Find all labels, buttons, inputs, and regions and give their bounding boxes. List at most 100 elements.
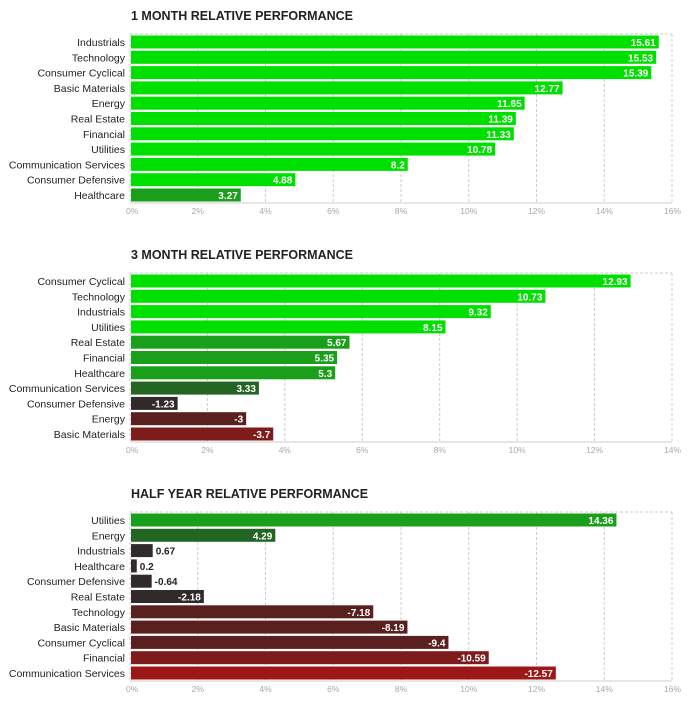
bar[interactable] bbox=[131, 50, 657, 64]
bar[interactable] bbox=[131, 173, 296, 187]
category-label: Basic Materials bbox=[54, 429, 125, 441]
bar[interactable] bbox=[131, 351, 338, 364]
x-tick-label: 2% bbox=[192, 206, 205, 216]
value-label: 12.77 bbox=[535, 84, 560, 95]
value-label: 0.67 bbox=[156, 547, 176, 558]
category-label: Consumer Defensive bbox=[27, 175, 125, 187]
value-label: 8.2 bbox=[391, 160, 405, 171]
bar[interactable] bbox=[131, 559, 137, 573]
category-label: Consumer Cyclical bbox=[37, 637, 125, 649]
value-label: 8.15 bbox=[423, 323, 443, 334]
value-label: -12.57 bbox=[524, 669, 553, 680]
x-tick-label: 2% bbox=[201, 445, 214, 455]
category-label: Financial bbox=[83, 653, 125, 665]
chart-title: HALF YEAR RELATIVE PERFORMANCE bbox=[131, 487, 368, 501]
value-label: 11.33 bbox=[486, 130, 511, 141]
bar[interactable] bbox=[131, 142, 496, 156]
bar[interactable] bbox=[131, 412, 247, 426]
value-label: -3.7 bbox=[253, 430, 271, 441]
x-tick-label: 8% bbox=[395, 206, 408, 216]
bar[interactable] bbox=[131, 513, 617, 527]
bar[interactable] bbox=[131, 35, 659, 49]
value-label: 5.67 bbox=[327, 338, 347, 349]
bar[interactable] bbox=[131, 544, 153, 558]
category-label: Consumer Defensive bbox=[27, 398, 125, 410]
value-label: 15.39 bbox=[623, 69, 648, 80]
bar[interactable] bbox=[131, 381, 259, 395]
bar[interactable] bbox=[131, 635, 449, 649]
x-tick-label: 6% bbox=[327, 206, 340, 216]
x-tick-label: 10% bbox=[509, 445, 526, 455]
category-label: Communication Services bbox=[9, 383, 125, 395]
value-label: 10.73 bbox=[517, 292, 542, 303]
x-tick-label: 14% bbox=[596, 684, 613, 694]
bar[interactable] bbox=[131, 335, 350, 349]
value-label: -0.64 bbox=[155, 577, 178, 588]
value-label: -9.4 bbox=[428, 638, 446, 649]
x-tick-label: 8% bbox=[395, 684, 408, 694]
x-tick-label: 14% bbox=[596, 206, 613, 216]
category-label: Utilities bbox=[91, 515, 125, 527]
category-label: Healthcare bbox=[74, 561, 125, 573]
bar[interactable] bbox=[131, 574, 152, 588]
x-tick-label: 12% bbox=[528, 684, 545, 694]
value-label: 12.93 bbox=[603, 277, 628, 288]
value-label: -7.18 bbox=[347, 608, 370, 619]
bar[interactable] bbox=[131, 528, 276, 542]
x-tick-label: 8% bbox=[434, 445, 447, 455]
x-tick-label: 0% bbox=[126, 684, 139, 694]
value-label: 5.3 bbox=[318, 369, 332, 380]
bar[interactable] bbox=[131, 157, 408, 171]
value-label: 11.65 bbox=[497, 99, 522, 110]
bar[interactable] bbox=[131, 320, 446, 334]
category-label: Real Estate bbox=[71, 337, 125, 349]
x-tick-label: 16% bbox=[664, 684, 681, 694]
bar[interactable] bbox=[131, 289, 546, 303]
category-label: Healthcare bbox=[74, 190, 125, 202]
bar[interactable] bbox=[131, 66, 652, 80]
value-label: -8.19 bbox=[382, 623, 405, 634]
value-label: 3.33 bbox=[236, 384, 256, 395]
chart-half-year: HALF YEAR RELATIVE PERFORMANCE Utilities… bbox=[9, 487, 682, 694]
bar[interactable] bbox=[131, 127, 514, 141]
bar[interactable] bbox=[131, 96, 525, 110]
x-tick-label: 0% bbox=[126, 206, 139, 216]
x-tick-label: 6% bbox=[356, 445, 369, 455]
bar[interactable] bbox=[131, 427, 274, 441]
category-label: Energy bbox=[92, 98, 126, 110]
value-label: 15.53 bbox=[628, 53, 653, 64]
chart-3-month: 3 MONTH RELATIVE PERFORMANCE Consumer Cy… bbox=[9, 248, 682, 455]
bar[interactable] bbox=[131, 590, 204, 603]
value-label: -3 bbox=[234, 415, 243, 426]
bar[interactable] bbox=[131, 666, 556, 680]
x-tick-label: 12% bbox=[586, 445, 603, 455]
value-label: 11.39 bbox=[488, 115, 513, 126]
bar[interactable] bbox=[131, 605, 374, 619]
x-tick-label: 4% bbox=[259, 206, 272, 216]
category-label: Energy bbox=[92, 414, 126, 426]
bar[interactable] bbox=[131, 274, 631, 288]
bar[interactable] bbox=[131, 305, 491, 319]
bar[interactable] bbox=[131, 396, 178, 410]
bar[interactable] bbox=[131, 188, 241, 202]
bar[interactable] bbox=[131, 81, 563, 95]
category-label: Financial bbox=[83, 129, 125, 141]
category-label: Basic Materials bbox=[54, 83, 125, 95]
category-label: Technology bbox=[72, 52, 126, 64]
x-tick-label: 10% bbox=[460, 684, 477, 694]
x-tick-label: 6% bbox=[327, 684, 340, 694]
x-tick-label: 4% bbox=[279, 445, 292, 455]
chart-title: 1 MONTH RELATIVE PERFORMANCE bbox=[131, 9, 353, 23]
bar[interactable] bbox=[131, 366, 336, 380]
bar[interactable] bbox=[131, 112, 516, 125]
x-tick-label: 10% bbox=[460, 206, 477, 216]
x-tick-label: 12% bbox=[528, 206, 545, 216]
value-label: 15.61 bbox=[631, 38, 656, 49]
category-label: Healthcare bbox=[74, 368, 125, 380]
category-label: Financial bbox=[83, 353, 125, 365]
bar[interactable] bbox=[131, 620, 408, 634]
bar[interactable] bbox=[131, 651, 489, 665]
value-label: 0.2 bbox=[140, 562, 154, 573]
value-label: 9.32 bbox=[468, 308, 488, 319]
value-label: 5.35 bbox=[315, 354, 335, 365]
